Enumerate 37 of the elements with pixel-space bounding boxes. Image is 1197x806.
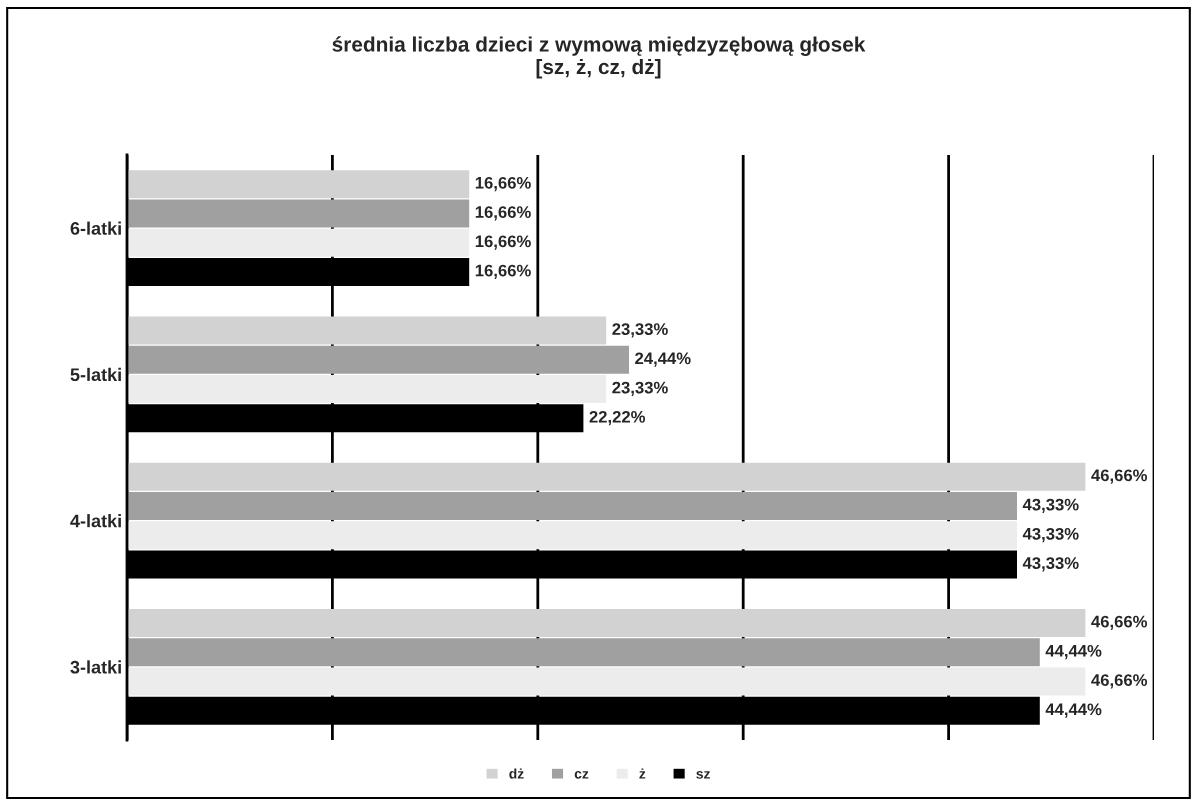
legend-label: dż	[509, 768, 524, 779]
data-label: 46,66%	[1091, 615, 1148, 630]
y-tick-label: 5-latki	[70, 367, 121, 382]
y-tick-label: 4-latki	[70, 514, 121, 528]
legend-label: cz	[574, 771, 589, 779]
bar	[127, 199, 470, 228]
data-label: 24,44%	[635, 352, 691, 367]
bar	[127, 462, 1086, 491]
data-label: 16,66%	[475, 176, 531, 192]
data-label: 23,33%	[612, 323, 668, 338]
bar	[127, 316, 607, 345]
data-label: 16,66%	[475, 264, 531, 279]
bar	[127, 170, 470, 199]
legend-label: sz	[696, 771, 710, 779]
y-tick-label: 3-latki	[70, 660, 121, 674]
bar	[127, 521, 1017, 550]
bar	[127, 609, 1086, 637]
data-label: 44,44%	[1045, 703, 1102, 718]
legend-label: ż	[639, 768, 646, 779]
data-label: 43,33%	[1022, 557, 1079, 572]
bar	[127, 638, 1040, 667]
data-label: 43,33%	[1022, 498, 1079, 513]
bar	[127, 228, 470, 257]
data-label: 23,33%	[612, 381, 668, 396]
data-label: 46,66%	[1091, 469, 1148, 484]
data-label: 16,66%	[475, 206, 531, 221]
bar	[127, 345, 629, 374]
data-label: 16,66%	[475, 235, 531, 250]
chart-title: średnia liczba dzieci z wymową międzyzębową głosek [sz, ż, cz, dż]	[332, 36, 866, 79]
bar	[127, 667, 1086, 696]
data-label: 22,22%	[589, 410, 646, 426]
data-label: 44,44%	[1045, 644, 1102, 660]
bar	[127, 375, 607, 403]
y-tick-label: 6-latki	[70, 221, 121, 235]
bar	[127, 492, 1017, 520]
data-label: 46,66%	[1091, 674, 1148, 689]
data-label: 43,33%	[1022, 527, 1079, 543]
